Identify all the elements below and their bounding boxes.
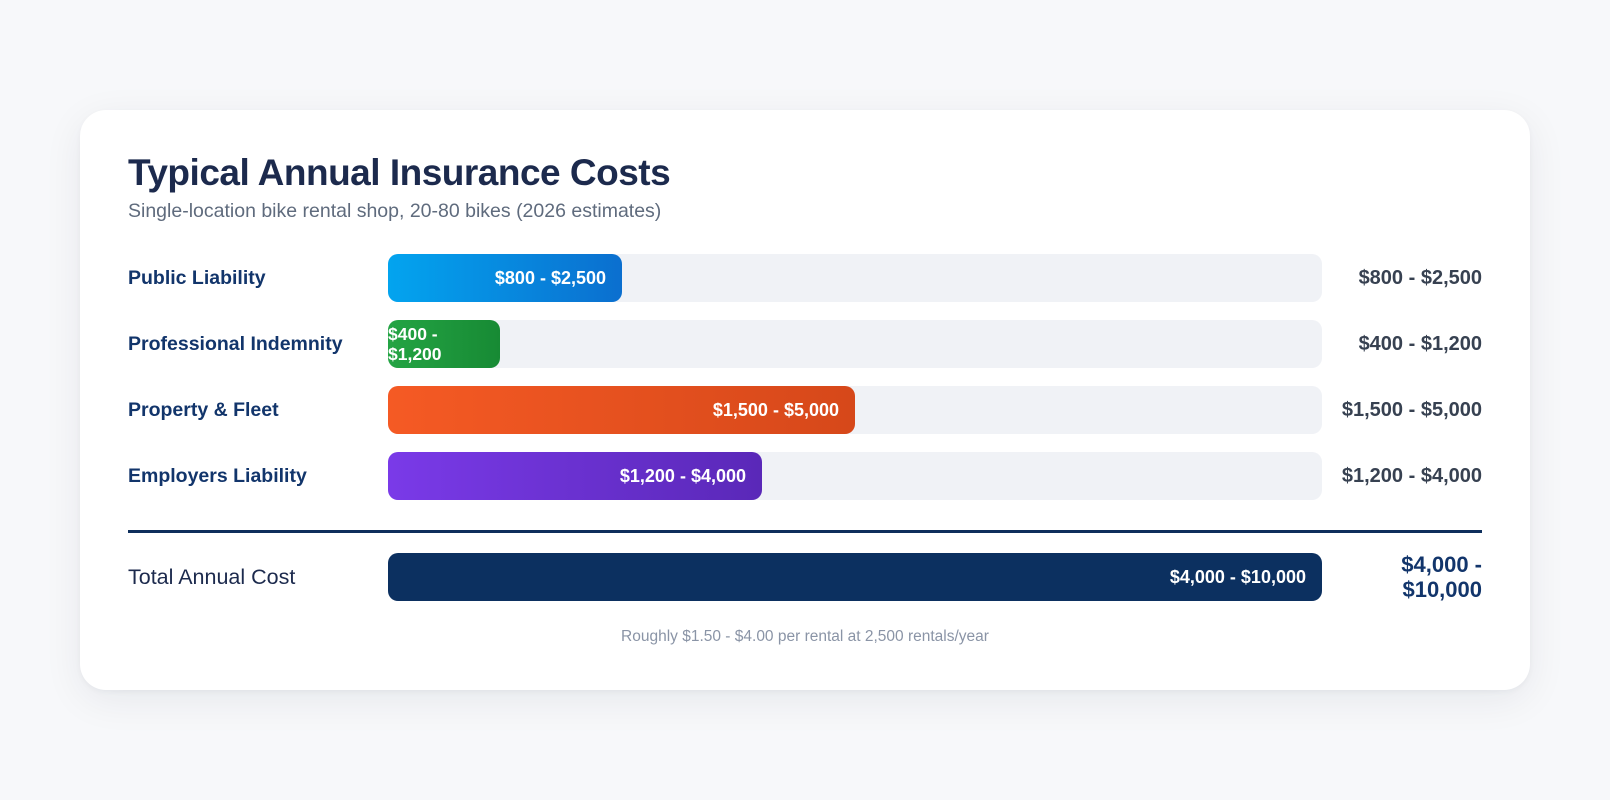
bar-public-liability: $800 - $2,500: [388, 254, 622, 302]
range-value: $1,200 - $4,000: [1341, 464, 1482, 487]
bar-track: $800 - $2,500: [388, 254, 1322, 302]
total-track: $4,000 - $10,000: [388, 553, 1322, 601]
bar-property-fleet: $1,500 - $5,000: [388, 386, 855, 434]
bar-data-label: $800 - $2,500: [494, 267, 606, 288]
bar-data-label: $400 - $1,200: [388, 324, 442, 364]
footnote: Roughly $1.50 - $4.00 per rental at 2,50…: [621, 628, 989, 645]
bar-data-label: $1,200 - $4,000: [619, 465, 746, 486]
bar-row-professional-indemnity: Professional Indemnity $400 - $1,200 $400 …: [80, 320, 1530, 368]
category-label: Professional Indemnity: [128, 333, 343, 355]
category-label: Property & Fleet: [128, 399, 279, 421]
bar-professional-indemnity: $400 - $1,200: [388, 320, 500, 368]
total-divider: [128, 530, 1482, 533]
total-row: Total Annual Cost $4,000 - $10,000 $4,00…: [80, 552, 1530, 602]
total-bar-label: $4,000 - $10,000: [1169, 566, 1306, 587]
chart-card: Typical Annual Insurance Costs Single-lo…: [80, 110, 1530, 690]
bar-row-property-fleet: Property & Fleet $1,500 - $5,000 $1,500 - …: [80, 386, 1530, 434]
bar-row-employers-liability: Employers Liability $1,200 - $4,000 $1,200…: [80, 452, 1530, 500]
total-bar: $4,000 - $10,000: [388, 553, 1322, 601]
bar-track: $1,500 - $5,000: [388, 386, 1322, 434]
category-label: Public Liability: [128, 267, 266, 289]
bar-track: $1,200 - $4,000: [388, 452, 1322, 500]
range-value: $400 - $1,200: [1358, 332, 1482, 355]
category-label: Employers Liability: [128, 465, 307, 487]
chart-subtitle: Single-location bike rental shop, 20-80 …: [128, 200, 662, 222]
bar-employers-liability: $1,200 - $4,000: [388, 452, 762, 500]
range-value: $800 - $2,500: [1358, 266, 1482, 289]
total-value: $4,000 - $10,000: [1401, 552, 1482, 602]
range-value: $1,500 - $5,000: [1341, 398, 1482, 421]
chart-title: Typical Annual Insurance Costs: [128, 152, 671, 193]
bar-data-label: $1,500 - $5,000: [712, 399, 839, 420]
bar-row-public-liability: Public Liability $800 - $2,500 $800 - $2,5…: [80, 254, 1530, 302]
total-label: Total Annual Cost: [128, 565, 296, 589]
bar-track: $400 - $1,200: [388, 320, 1322, 368]
